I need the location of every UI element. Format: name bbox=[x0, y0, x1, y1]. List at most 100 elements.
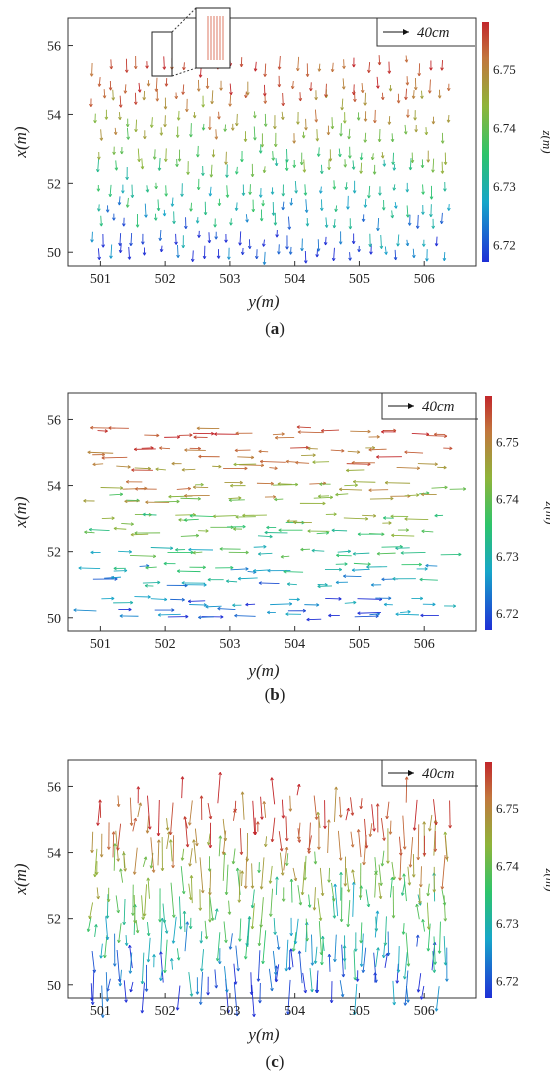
vector-arrowhead bbox=[235, 123, 239, 127]
vector-arrow bbox=[331, 117, 333, 129]
vector-arrowhead bbox=[225, 174, 229, 178]
vector-arrowhead bbox=[335, 492, 339, 497]
vector-arrowhead bbox=[357, 611, 361, 615]
vector-arrow bbox=[263, 801, 267, 818]
vector-arrowhead bbox=[346, 206, 350, 210]
vector-arrowhead bbox=[320, 962, 324, 966]
vector-arrow bbox=[371, 153, 374, 160]
vector-arrowhead bbox=[356, 829, 361, 833]
vector-arrow bbox=[285, 460, 297, 463]
vector-arrowhead bbox=[100, 1014, 105, 1018]
vector-arrowhead bbox=[262, 243, 266, 247]
vector-arrow bbox=[354, 983, 358, 1015]
vector-arrow bbox=[290, 198, 293, 206]
vector-arrow bbox=[272, 950, 277, 975]
vector-arrowhead bbox=[390, 138, 395, 143]
vector-arrowhead bbox=[350, 812, 355, 816]
vector-arrow bbox=[377, 217, 380, 231]
vector-arrowhead bbox=[106, 846, 111, 850]
vector-arrowhead bbox=[128, 970, 133, 974]
vector-arrow bbox=[389, 877, 393, 898]
vector-arrowhead bbox=[427, 90, 432, 94]
vector-arrowhead bbox=[169, 958, 174, 962]
vector-arrow bbox=[354, 615, 379, 618]
vector-arrowhead bbox=[245, 567, 249, 571]
vector-arrowhead bbox=[234, 448, 238, 453]
vector-arrow bbox=[87, 451, 114, 454]
vector-arrowhead bbox=[331, 898, 336, 902]
vector-arrowhead bbox=[101, 452, 105, 457]
colorbar-tick-label: 6.72 bbox=[496, 974, 519, 989]
vector-arrowhead bbox=[117, 202, 122, 206]
vector-arrow bbox=[400, 611, 411, 614]
vector-arrow bbox=[343, 517, 368, 520]
vector-arrowhead bbox=[237, 576, 241, 581]
vector-arrowhead bbox=[145, 565, 149, 570]
vector-arrowhead bbox=[152, 156, 157, 160]
zoom-source-box bbox=[151, 31, 173, 77]
vector-arrowhead bbox=[405, 528, 409, 532]
vector-arrow bbox=[118, 550, 132, 553]
vector-arrowhead bbox=[181, 244, 186, 249]
scale-legend-box bbox=[381, 393, 478, 420]
vector-arrow bbox=[111, 576, 122, 579]
vector-arrowhead bbox=[319, 482, 323, 486]
vector-arrow bbox=[251, 984, 255, 1017]
vector-arrowhead bbox=[259, 459, 264, 464]
vector-arrowhead bbox=[400, 892, 405, 896]
vector-arrowhead bbox=[262, 93, 267, 97]
vector-arrow bbox=[283, 571, 304, 573]
vector-arrow bbox=[84, 531, 95, 534]
vector-arrow bbox=[100, 487, 123, 489]
vector-arrowhead bbox=[223, 128, 227, 132]
vector-arrow bbox=[237, 456, 254, 458]
vector-arrowhead bbox=[350, 844, 355, 848]
vector-arrow bbox=[406, 239, 409, 246]
vector-arrowhead bbox=[419, 884, 423, 888]
vector-arrow bbox=[273, 917, 276, 935]
vector-arrow bbox=[304, 184, 307, 196]
vector-arrow bbox=[320, 186, 322, 194]
vector-arrowhead bbox=[260, 463, 265, 468]
vector-arrow bbox=[199, 857, 204, 894]
vector-arrow bbox=[364, 92, 366, 106]
vector-arrow bbox=[157, 839, 160, 866]
vector-arrowhead bbox=[316, 811, 321, 816]
vector-arrowhead bbox=[380, 863, 385, 867]
vector-arrow bbox=[260, 897, 264, 928]
vector-arrowhead bbox=[372, 445, 376, 450]
vector-arrow bbox=[110, 244, 113, 259]
vector-arrowhead bbox=[421, 919, 425, 923]
vector-arrowhead bbox=[323, 825, 327, 829]
vector-arrow bbox=[346, 463, 371, 465]
vector-arrow bbox=[443, 252, 446, 261]
vector-arrowhead bbox=[305, 938, 309, 942]
vector-arrow bbox=[141, 982, 145, 1014]
vector-arrowhead bbox=[206, 992, 210, 996]
y-axis-label: x(m) bbox=[11, 863, 30, 895]
vector-arrow bbox=[89, 902, 94, 919]
vector-arrowhead bbox=[250, 885, 255, 889]
vector-arrowhead bbox=[330, 68, 335, 73]
vector-arrowhead bbox=[261, 960, 265, 965]
vector-arrow bbox=[441, 855, 446, 890]
vector-arrowhead bbox=[235, 1013, 239, 1017]
vector-arrowhead bbox=[316, 153, 321, 157]
vector-arrowhead bbox=[392, 187, 397, 191]
vector-arrowhead bbox=[165, 827, 170, 831]
vector-arrowhead bbox=[381, 577, 385, 582]
vector-arrow bbox=[94, 848, 98, 877]
vector-arrowhead bbox=[226, 1010, 231, 1014]
vector-arrow bbox=[426, 902, 430, 930]
vector-arrowhead bbox=[442, 257, 447, 262]
vector-arrowhead bbox=[290, 85, 295, 90]
vector-arrowhead bbox=[233, 462, 237, 467]
scale-legend-arrowhead bbox=[408, 403, 414, 409]
vector-arrowhead bbox=[234, 171, 239, 175]
vector-arrowhead bbox=[149, 865, 154, 869]
vector-arrowhead bbox=[314, 816, 319, 820]
vector-arrowhead bbox=[140, 981, 145, 985]
vector-arrowhead bbox=[109, 255, 113, 259]
vector-arrowhead bbox=[274, 466, 278, 471]
vector-arrowhead bbox=[174, 241, 178, 245]
